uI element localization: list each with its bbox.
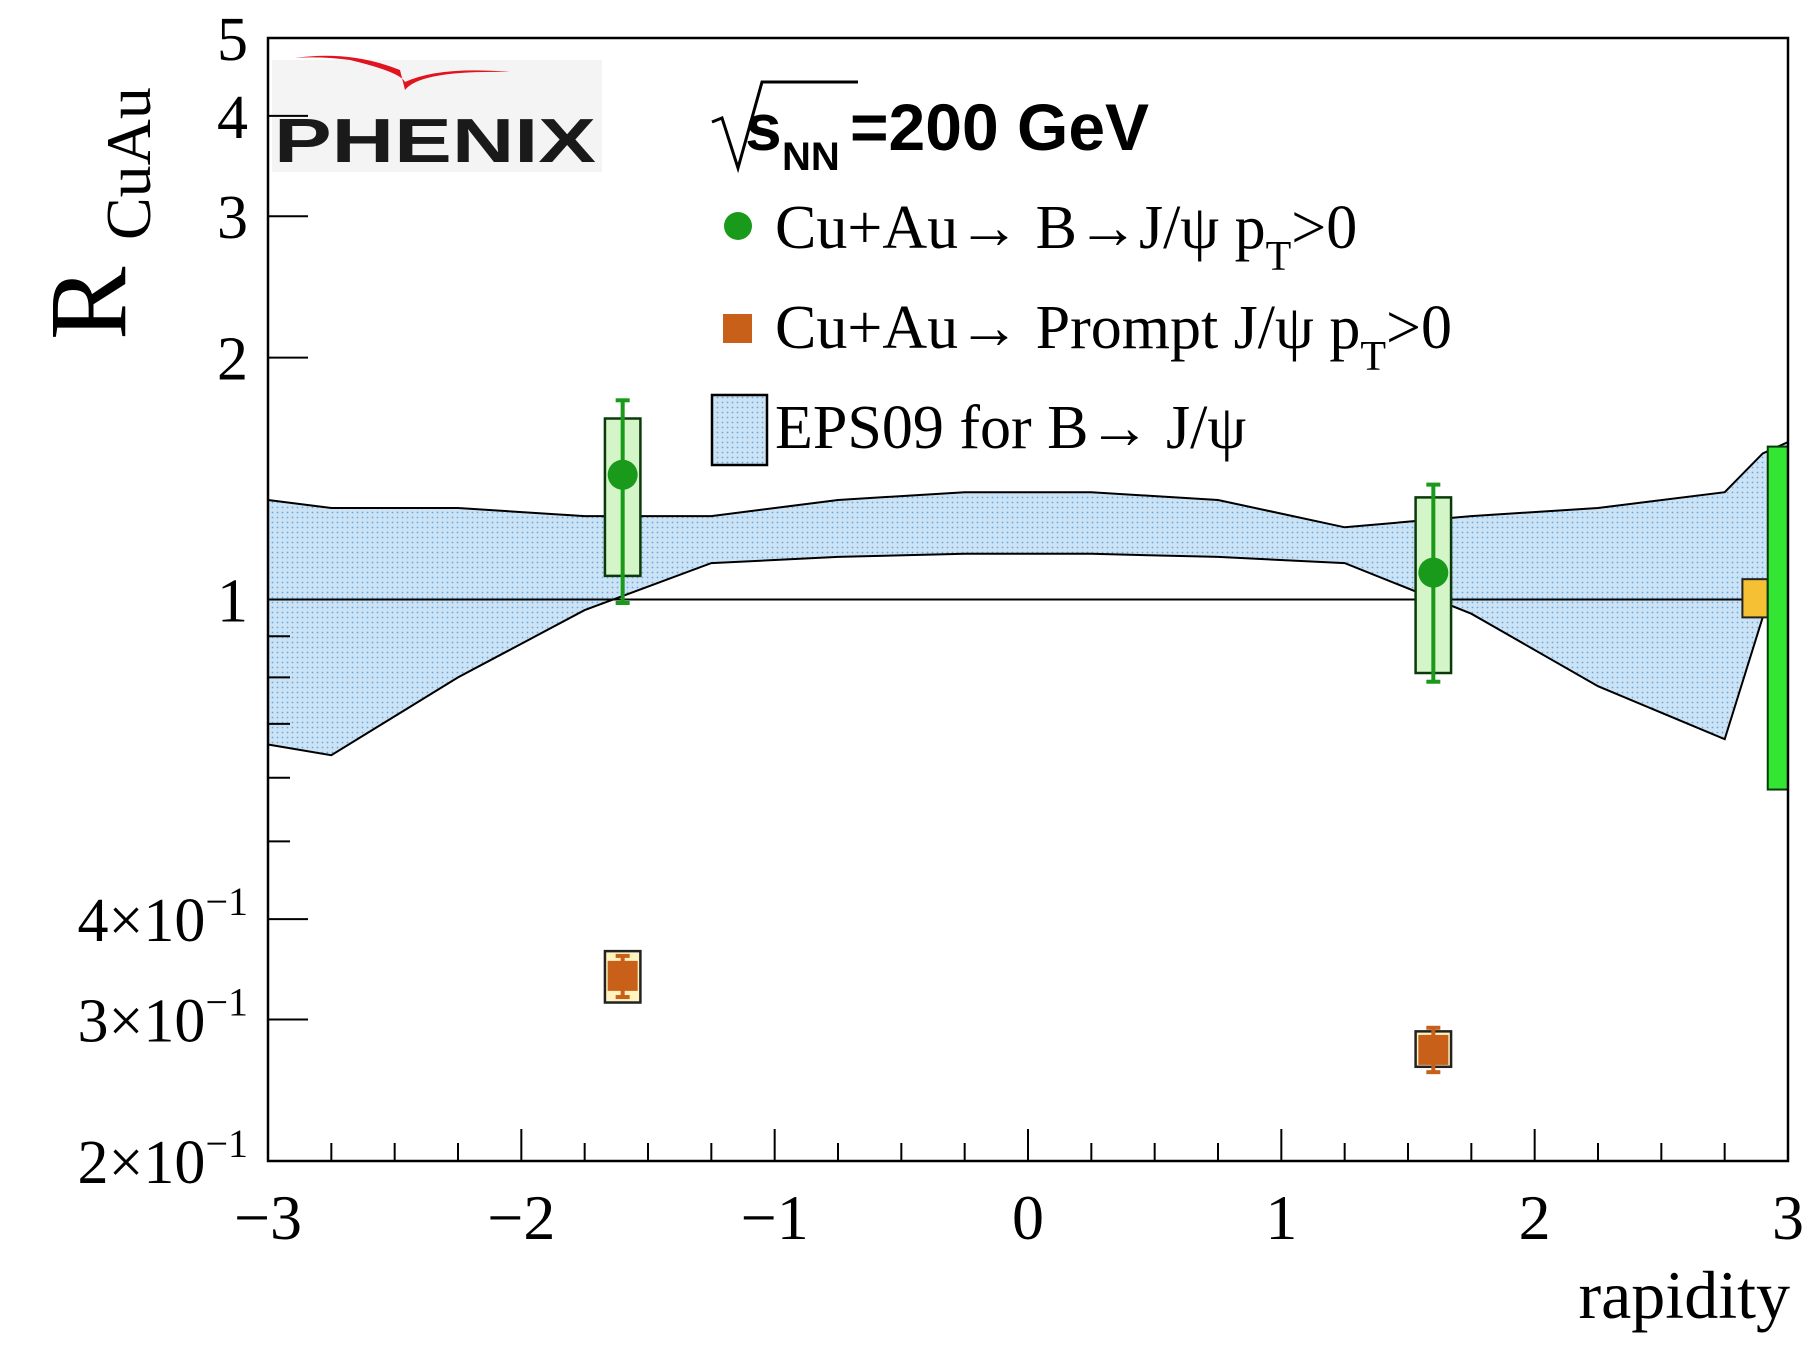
global-uncertainty-prompt <box>1741 578 1769 619</box>
x-tick-label: −1 <box>741 1182 809 1253</box>
x-tick-label: 2 <box>1519 1182 1551 1253</box>
legend-item-bjpsi: Cu+Au→ B→J/ψ pT>0 <box>724 194 1357 280</box>
y-tick-label: 3×10−1 <box>77 980 248 1056</box>
logo-background <box>272 60 602 172</box>
y-tick-label: 2 <box>217 326 248 394</box>
x-tick-label: −3 <box>234 1182 302 1253</box>
point-prompt-1 <box>1418 1034 1449 1065</box>
y-axis-label: R CuAu <box>27 87 164 340</box>
y-tick-label: 4×10−1 <box>77 879 248 955</box>
legend-label-eps09: EPS09 for B→ J/ψ <box>775 394 1246 462</box>
y-tick-label: 5 <box>217 6 248 74</box>
logo-text: PHENIX <box>274 107 596 176</box>
svg-text:Cu+Au→ Prompt J/ψ pT>0: Cu+Au→ Prompt J/ψ pT>0 <box>775 294 1452 380</box>
energy-label: s NN =200 GeV <box>711 80 1149 179</box>
energy-s: s <box>745 90 782 164</box>
point-bjpsi-0 <box>607 459 638 490</box>
legend-label-bjpsi: Cu+Au→ B→J/ψ p <box>775 194 1266 262</box>
legend-label-bjpsi-sub: T <box>1266 234 1292 280</box>
point-prompt-0 <box>607 960 638 991</box>
y-axis-label-main: R <box>27 266 149 340</box>
legend-marker-eps09 <box>710 393 769 467</box>
global-uncertainty-bjpsi <box>1766 445 1789 791</box>
y-tick-label: 2×10−1 <box>77 1121 248 1197</box>
legend: Cu+Au→ B→J/ψ pT>0 Cu+Au→ Prompt J/ψ pT>0… <box>710 194 1452 467</box>
energy-subscript: NN <box>782 135 840 179</box>
x-tick-label: 3 <box>1772 1182 1804 1253</box>
legend-item-prompt: Cu+Au→ Prompt J/ψ pT>0 <box>723 294 1452 380</box>
y-tick-label: 1 <box>217 568 248 636</box>
phenix-logo: PHENIX <box>272 55 602 176</box>
energy-value: =200 GeV <box>850 90 1149 164</box>
legend-label-bjpsi-tail: >0 <box>1291 194 1357 262</box>
legend-marker-bjpsi <box>724 212 752 240</box>
x-tick-label: 1 <box>1265 1182 1297 1253</box>
y-tick-label: 3 <box>217 184 248 252</box>
legend-item-eps09: EPS09 for B→ J/ψ <box>710 393 1246 467</box>
legend-marker-prompt <box>723 314 752 343</box>
legend-label-prompt-tail: >0 <box>1386 294 1452 362</box>
legend-label-prompt-sub: T <box>1360 334 1386 380</box>
legend-label-prompt: Cu+Au→ Prompt J/ψ p <box>775 294 1360 362</box>
point-bjpsi-1 <box>1418 557 1449 588</box>
plot-area: −3 −2 −1 0 1 2 3 5 4 3 2 1 4×10−1 3×10−1 2×10−1 <box>77 6 1804 1253</box>
y-axis-label-sub: CuAu <box>93 87 164 240</box>
sqrt-symbol <box>711 80 858 174</box>
x-tick-label: 0 <box>1012 1182 1044 1253</box>
x-axis-label: rapidity <box>1578 1257 1790 1333</box>
x-tick-label: −2 <box>487 1182 555 1253</box>
svg-text:Cu+Au→ B→J/ψ pT>0: Cu+Au→ B→J/ψ pT>0 <box>775 194 1357 280</box>
y-tick-label: 4 <box>217 84 248 152</box>
